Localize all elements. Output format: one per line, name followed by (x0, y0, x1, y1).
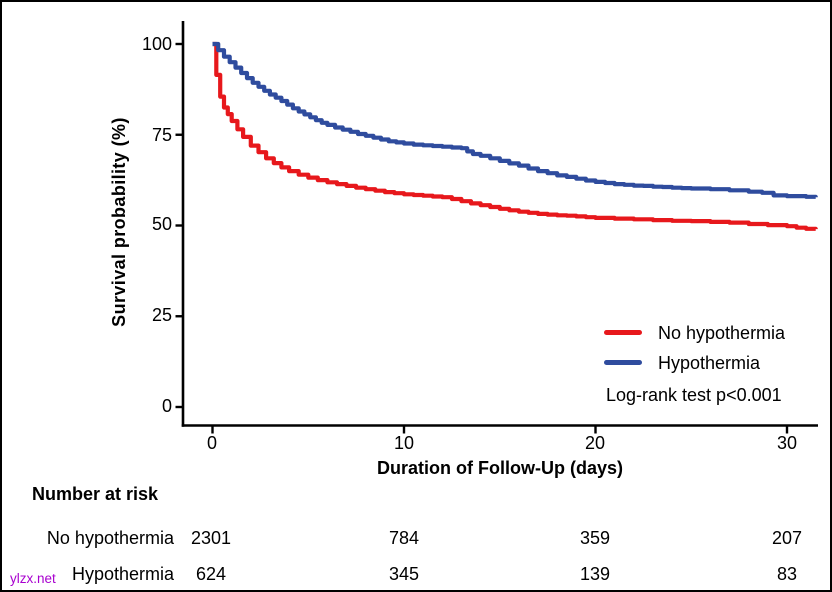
y-tick-75: 75 (151, 125, 172, 145)
risk-value: 207 (771, 528, 803, 548)
x-tick-20: 20 (584, 433, 606, 453)
x-tick-30: 30 (776, 433, 798, 453)
risk-value: 345 (388, 564, 420, 584)
legend-label-no-hypothermia: No hypothermia (658, 323, 786, 343)
logrank-annotation: Log-rank test p<0.001 (606, 385, 782, 405)
risk-value: 359 (579, 528, 611, 548)
legend-swatch-no-hypothermia (604, 330, 642, 335)
y-tick-50: 50 (151, 214, 172, 234)
risk-value: 139 (579, 564, 611, 584)
x-axis-title: Duration of Follow-Up (days) (377, 458, 623, 478)
legend-label-hypothermia: Hypothermia (658, 353, 761, 373)
y-tick-25: 25 (151, 305, 172, 325)
x-tick-0: 0 (206, 433, 217, 453)
x-tick-10: 10 (393, 433, 415, 453)
y-tick-100: 100 (141, 34, 172, 54)
risk-row-label-hypothermia: Hypothermia (71, 564, 174, 584)
survival-curve-hypothermia (212, 41, 818, 199)
risk-row-label-no-hypothermia: No hypothermia (46, 528, 174, 548)
risk-value: 784 (388, 528, 420, 548)
y-tick-0: 0 (161, 396, 172, 416)
watermark: ylzx.net (10, 571, 56, 586)
risk-table-title: Number at risk (32, 484, 159, 504)
y-axis-title: Survival probability (%) (109, 117, 129, 327)
risk-value: 2301 (190, 528, 232, 548)
risk-value: 624 (195, 564, 227, 584)
survival-curve-no-hypothermia (212, 41, 818, 231)
risk-value: 83 (776, 564, 798, 584)
legend-swatch-hypothermia (604, 360, 642, 365)
